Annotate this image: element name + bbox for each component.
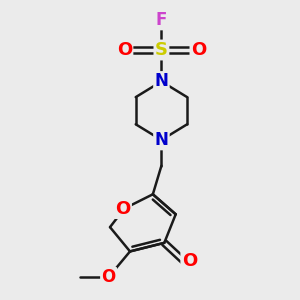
Text: O: O [115, 200, 130, 217]
Text: O: O [191, 41, 206, 59]
Text: S: S [155, 41, 168, 59]
Text: O: O [101, 268, 116, 286]
Text: N: N [154, 72, 168, 90]
Text: O: O [182, 252, 197, 270]
Text: O: O [117, 41, 132, 59]
Text: N: N [154, 131, 168, 149]
Text: F: F [156, 11, 167, 29]
